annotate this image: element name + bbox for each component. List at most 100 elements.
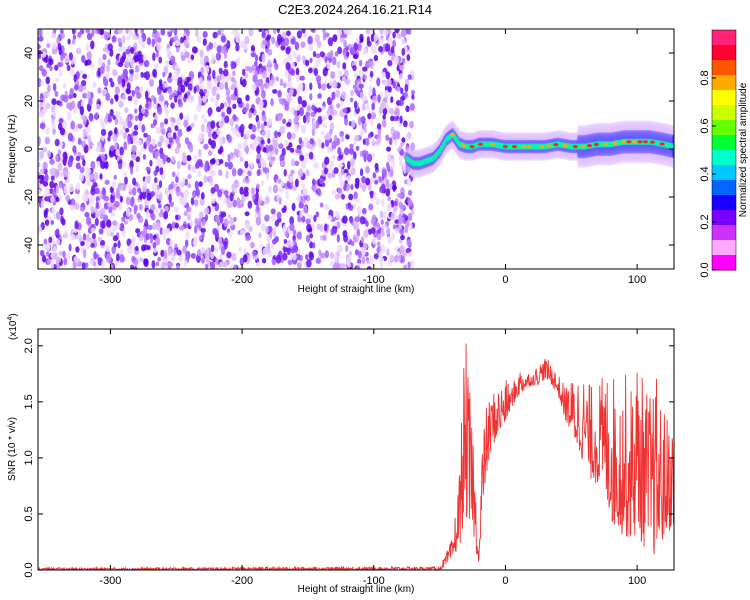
noise-speck	[218, 159, 224, 165]
noise-speck	[261, 89, 266, 99]
noise-speck	[356, 228, 361, 238]
noise-speck	[126, 34, 131, 41]
noise-speck	[210, 198, 216, 204]
noise-speck	[354, 181, 360, 189]
noise-speck	[81, 262, 86, 269]
noise-speck	[272, 29, 277, 35]
noise-speck	[288, 54, 292, 61]
noise-speck	[270, 215, 276, 222]
noise-speck	[178, 255, 184, 262]
noise-speck	[289, 223, 295, 231]
noise-speck	[212, 31, 218, 39]
noise-speck	[311, 104, 316, 111]
noise-speck	[287, 73, 292, 82]
noise-speck	[266, 242, 271, 249]
noise-speck	[383, 223, 388, 230]
noise-speck	[381, 183, 386, 191]
noise-speck	[393, 206, 397, 214]
noise-speck	[86, 179, 91, 187]
noise-speck	[79, 106, 85, 116]
noise-speck	[175, 187, 181, 197]
noise-speck	[242, 68, 246, 76]
noise-speck	[95, 103, 101, 110]
noise-speck	[370, 44, 377, 55]
track-peak	[621, 140, 627, 144]
noise-speck	[204, 64, 210, 74]
noise-speck	[136, 139, 143, 146]
noise-speck	[283, 205, 287, 212]
noise-speck	[289, 216, 295, 226]
track-peak	[469, 145, 475, 149]
noise-speck	[266, 235, 271, 243]
noise-speck	[152, 52, 156, 62]
noise-speck	[305, 111, 311, 118]
noise-speck	[273, 139, 279, 148]
snr-ticks: -300 -200 -100 0 100 0.0 0.5 1.0 1.5 2.0	[23, 329, 674, 587]
noise-speck	[211, 131, 218, 140]
noise-speck	[322, 29, 326, 34]
noise-speck	[289, 175, 294, 182]
noise-speck	[216, 93, 220, 101]
noise-speck	[327, 145, 333, 153]
noise-speck	[370, 227, 376, 235]
spectrogram-x-tick-label: 0	[502, 274, 508, 286]
noise-speck	[77, 123, 83, 129]
noise-speck	[109, 98, 114, 105]
spectrogram-x-label: Height of straight line (km)	[298, 284, 415, 295]
noise-speck	[131, 187, 137, 196]
noise-speck	[242, 254, 248, 263]
noise-speck	[343, 147, 350, 156]
noise-speck	[376, 123, 382, 130]
noise-speck	[222, 261, 228, 268]
noise-speck	[200, 123, 205, 133]
noise-speck	[46, 149, 51, 158]
noise-speck	[80, 113, 85, 121]
noise-speck	[187, 183, 191, 189]
noise-speck	[160, 208, 164, 215]
noise-speck	[176, 264, 180, 269]
noise-speck	[59, 127, 66, 136]
noise-speck	[372, 172, 377, 179]
noise-speck	[45, 76, 50, 85]
colorbar: 0.0 0.2 0.4 0.6 0.8 Normalized spectral ampl…	[699, 29, 749, 278]
noise-speck	[70, 120, 76, 130]
noise-speck	[243, 247, 248, 255]
noise-speck	[242, 106, 248, 114]
noise-speck	[63, 185, 68, 195]
noise-speck	[111, 35, 117, 43]
noise-speck	[227, 216, 231, 223]
noise-speck	[104, 179, 110, 185]
noise-speck	[300, 41, 306, 48]
noise-speck	[206, 74, 212, 82]
noise-speck	[137, 36, 143, 45]
noise-speck	[55, 154, 59, 162]
noise-speck	[294, 178, 299, 188]
noise-speck	[303, 32, 308, 39]
noise-speck	[238, 126, 242, 133]
noise-speck	[82, 92, 88, 99]
noise-speck	[357, 250, 362, 259]
noise-speck	[347, 160, 351, 170]
noise-speck	[365, 165, 370, 174]
noise-speck	[301, 183, 305, 189]
noise-speck	[164, 187, 169, 196]
noise-speck	[314, 34, 320, 43]
noise-speck	[187, 174, 192, 180]
noise-speck	[146, 245, 151, 251]
noise-speck	[89, 174, 94, 181]
noise-speck	[66, 252, 71, 260]
noise-speck	[155, 126, 161, 135]
noise-speck	[348, 204, 354, 211]
noise-speck	[113, 242, 118, 248]
noise-speck	[190, 197, 195, 206]
noise-speck	[119, 254, 125, 263]
noise-speck	[309, 233, 314, 239]
noise-speck	[279, 125, 286, 135]
noise-speck	[135, 164, 139, 173]
noise-speck	[306, 105, 311, 112]
noise-speck	[164, 205, 169, 212]
noise-speck	[293, 109, 298, 117]
noise-speck	[312, 122, 317, 131]
noise-speck	[153, 97, 157, 105]
